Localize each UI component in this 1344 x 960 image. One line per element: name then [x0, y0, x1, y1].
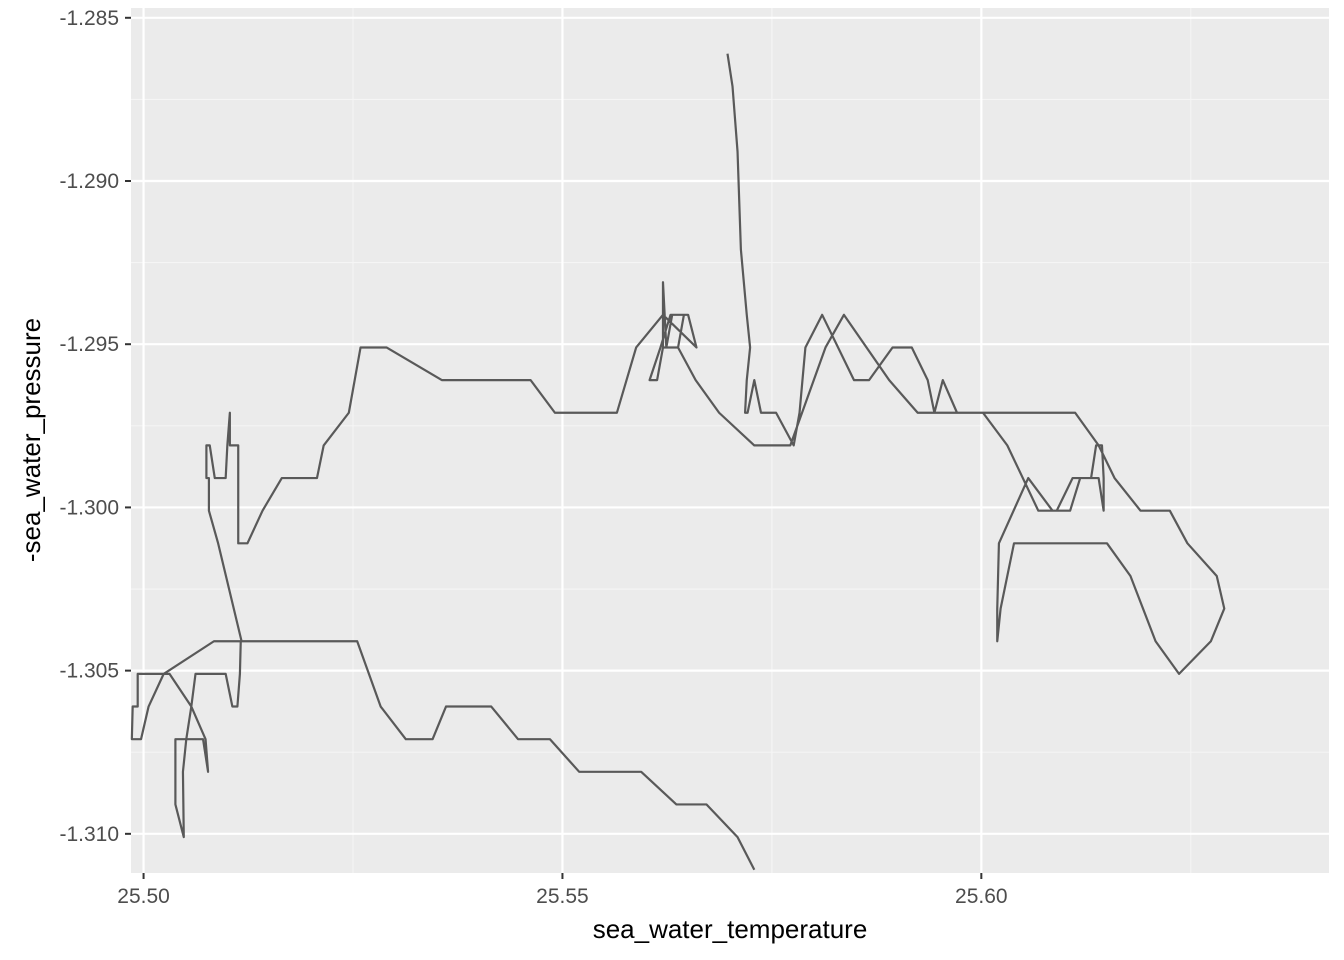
series-line	[130, 53, 1226, 871]
y-tick-label: -1.300	[59, 496, 119, 519]
x-tick-label: 25.60	[955, 885, 1008, 908]
y-axis: -1.285 -1.290 -1.295 -1.300 -1.305 -1.310	[59, 7, 131, 846]
y-tick-label: -1.290	[59, 170, 119, 193]
y-tick-label: -1.305	[59, 660, 119, 683]
major-gridlines	[131, 8, 1329, 873]
plot-panel	[131, 8, 1329, 873]
y-tick-label: -1.295	[59, 333, 119, 356]
x-axis-title: sea_water_temperature	[593, 914, 868, 944]
x-tick-label: 25.55	[536, 885, 589, 908]
y-tick-label: -1.310	[59, 823, 119, 846]
x-axis: 25.50 25.55 25.60	[117, 873, 1008, 908]
minor-gridlines	[131, 8, 1329, 873]
series-layer	[130, 53, 1226, 871]
x-tick-label: 25.50	[117, 885, 170, 908]
y-axis-title: -sea_water_pressure	[16, 318, 46, 562]
y-tick-label: -1.285	[59, 7, 119, 30]
